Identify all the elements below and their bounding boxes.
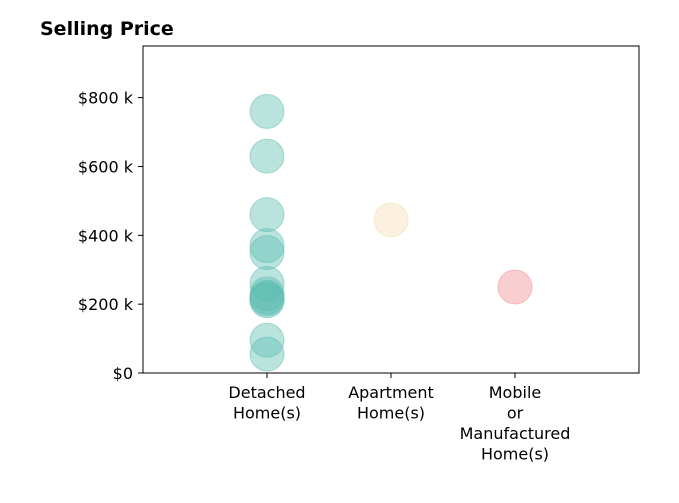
y-tick-label: $400 k [78, 226, 134, 245]
y-tick-label: $0 [113, 364, 133, 383]
x-tick-label-line: Home(s) [481, 445, 549, 464]
x-tick-label-line: Mobile [489, 383, 541, 402]
x-axis: Detached Home(s) Apartment Home(s) Mobile or M… [228, 373, 570, 464]
data-point [373, 202, 409, 238]
data-point [249, 228, 285, 264]
data-point [249, 322, 285, 358]
plot-frame [142, 45, 640, 374]
chart-title: Selling Price [40, 18, 174, 40]
y-tick-label: $800 k [78, 89, 134, 108]
x-tick-label-line: Detached [228, 383, 305, 402]
data-point [249, 336, 285, 372]
x-tick-label-line: Home(s) [233, 404, 301, 423]
y-axis: $0 $200 k $400 k $600 k $800 k [78, 89, 143, 383]
data-point [249, 138, 285, 174]
data-points [249, 93, 533, 372]
y-tick-label: $200 k [78, 295, 134, 314]
x-tick-label-line: Home(s) [357, 404, 425, 423]
data-point [249, 283, 285, 319]
x-tick-label-line: or [507, 404, 524, 423]
data-point [249, 235, 285, 271]
x-tick-label: Apartment Home(s) [348, 383, 434, 423]
x-tick-label-line: Manufactured [460, 424, 571, 443]
data-point [249, 197, 285, 233]
data-point [497, 269, 533, 305]
x-tick-label: Mobile or Manufactured Home(s) [460, 383, 571, 464]
x-tick-label: Detached Home(s) [228, 383, 305, 423]
x-tick-label-line: Apartment [348, 383, 434, 402]
data-point [249, 93, 285, 129]
y-tick-label: $600 k [78, 157, 134, 176]
